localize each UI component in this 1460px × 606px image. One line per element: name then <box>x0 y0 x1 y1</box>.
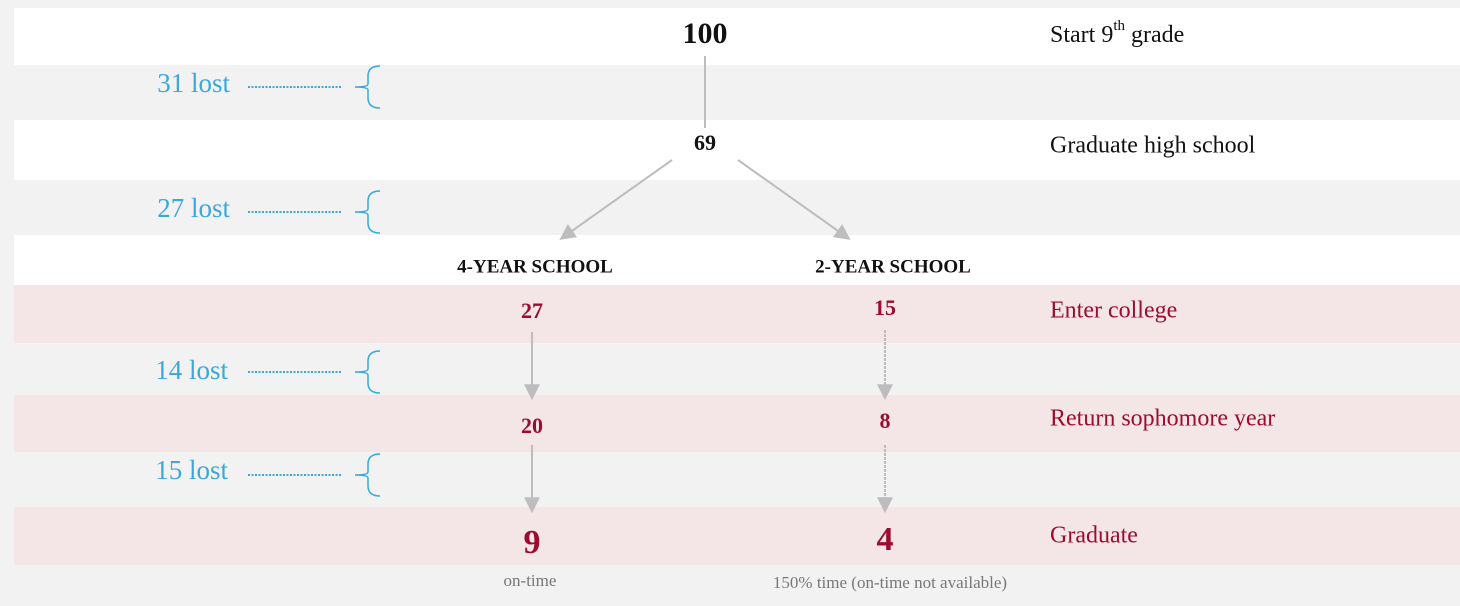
column-header: 2-YEAR SCHOOL <box>815 256 971 277</box>
band <box>14 285 1460 343</box>
loss-label: 15 lost <box>155 455 228 485</box>
stage-label: Start 9th grade <box>1050 18 1184 47</box>
stage-label: Graduate high school <box>1050 133 1256 159</box>
stage-label: Graduate <box>1050 523 1138 549</box>
column-header: 4-YEAR SCHOOL <box>457 256 613 277</box>
note: on-time <box>504 571 557 590</box>
band <box>14 8 1460 65</box>
loss-label: 31 lost <box>157 68 230 98</box>
count: 100 <box>683 17 728 50</box>
band <box>14 120 1460 180</box>
loss-label: 14 lost <box>155 355 228 385</box>
count: 27 <box>521 298 543 323</box>
loss-label: 27 lost <box>157 193 230 223</box>
band <box>14 395 1460 452</box>
band <box>14 235 1460 285</box>
count: 4 <box>877 521 894 558</box>
band <box>14 507 1460 565</box>
count: 69 <box>694 130 716 155</box>
arrow <box>737 159 851 240</box>
count: 8 <box>880 408 891 433</box>
loss-bracket <box>248 65 381 497</box>
note: 150% time (on-time not available) <box>773 573 1007 592</box>
arrow <box>559 159 673 240</box>
count: 15 <box>874 295 896 320</box>
stage-label: Enter college <box>1050 298 1177 324</box>
count: 20 <box>521 413 543 438</box>
count: 9 <box>524 524 541 561</box>
stage-label: Return sophomore year <box>1050 406 1275 432</box>
